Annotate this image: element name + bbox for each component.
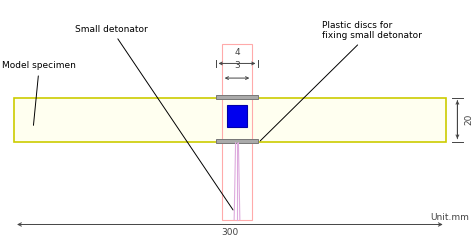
Text: Unit.mm: Unit.mm	[430, 213, 469, 222]
Bar	[216, 139, 258, 143]
Text: Plastic discs for
fixing small detonator: Plastic discs for fixing small detonator	[260, 21, 422, 141]
Text: Model specimen: Model specimen	[2, 61, 76, 125]
Bar	[14, 98, 446, 142]
Bar	[222, 44, 252, 220]
Text: 20: 20	[465, 114, 474, 125]
Text: Small detonator: Small detonator	[75, 25, 233, 210]
Bar	[227, 105, 247, 127]
Bar	[216, 95, 258, 99]
Text: 3: 3	[234, 61, 240, 70]
Text: 300: 300	[221, 228, 238, 237]
Text: 4: 4	[234, 48, 240, 57]
